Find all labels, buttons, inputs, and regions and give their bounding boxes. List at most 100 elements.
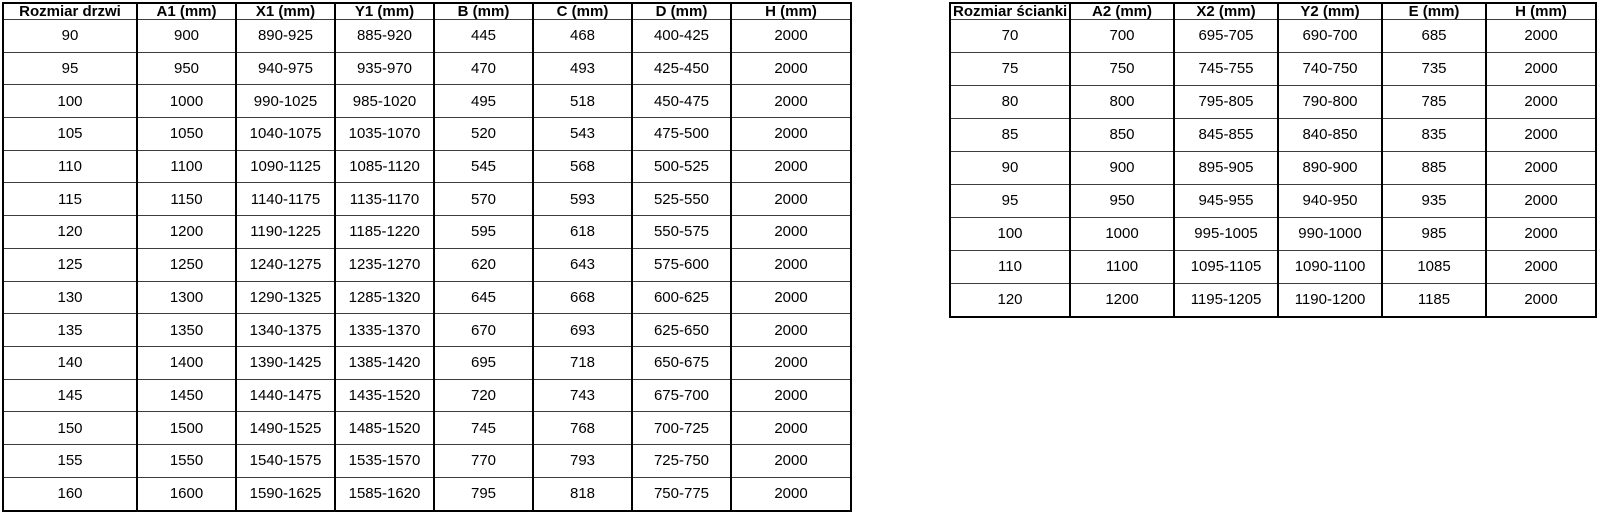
table-row: 110 1100 1090-1125 1085-1120 545 568 500-525 20… [2,149,852,184]
column-header: Rozmiar drzwi [2,2,138,20]
table-cell: 2000 [730,19,852,53]
table-cell: 1285-1320 [334,280,435,315]
table-cell: 2000 [1485,249,1597,284]
table-cell: 800 [1069,84,1175,119]
table-cell: 1185-1220 [334,215,435,249]
table-cell: 2000 [730,280,852,315]
table-cell: 895-905 [1173,150,1279,185]
table-cell: 85 [949,117,1071,152]
column-header: C (mm) [532,2,633,20]
table-cell: 95 [2,51,138,86]
table-cell: 650-675 [631,345,732,380]
table-cell: 850 [1069,117,1175,152]
table-cell: 618 [532,215,633,249]
table-cell: 840-850 [1277,117,1383,152]
table-row: 120 1200 1190-1225 1185-1220 595 618 550-575 20… [2,215,852,249]
table-cell: 75 [949,51,1071,86]
table-cell: 743 [532,378,633,413]
table-row: 100 1000 995-1005 990-1000 985 2000 [949,216,1597,251]
table-cell: 2000 [730,149,852,184]
table-cell: 685 [1381,19,1487,53]
table-cell: 1500 [136,411,237,445]
table-cell: 695 [433,345,534,380]
table-cell: 568 [532,149,633,184]
table-cell: 595 [433,215,534,249]
table-cell: 2000 [730,182,852,217]
table-cell: 2000 [730,117,852,151]
table-cell: 620 [433,247,534,282]
table-cell: 675-700 [631,378,732,413]
table-cell: 500-525 [631,149,732,184]
table-cell: 475-500 [631,117,732,151]
table-cell: 520 [433,117,534,151]
table-cell: 2000 [730,247,852,282]
table-cell: 1000 [1069,216,1175,251]
table-cell: 985 [1381,216,1487,251]
table-cell: 935-970 [334,51,435,86]
table-cell: 2000 [730,215,852,249]
table-cell: 140 [2,345,138,380]
table-cell: 2000 [1485,183,1597,218]
table-row: 105 1050 1040-1075 1035-1070 520 543 475-500 20… [2,117,852,151]
table-cell: 700-725 [631,411,732,445]
table-cell: 1190-1200 [1277,282,1383,318]
table-cell: 2000 [1485,150,1597,185]
table-cell: 100 [949,216,1071,251]
table-cell: 1390-1425 [235,345,336,380]
table-cell: 2000 [730,51,852,86]
table-cell: 2000 [730,378,852,413]
table-cell: 740-750 [1277,51,1383,86]
table-cell: 1300 [136,280,237,315]
table-cell: 645 [433,280,534,315]
table-row: 125 1250 1240-1275 1235-1270 620 643 575-600 20… [2,247,852,282]
table-cell: 2000 [1485,117,1597,152]
table-cell: 2000 [730,476,852,512]
table-row: 160 1600 1590-1625 1585-1620 795 818 750-775 20… [2,476,852,512]
column-header: B (mm) [433,2,534,20]
table-row: 115 1150 1140-1175 1135-1170 570 593 525-550 20… [2,182,852,217]
table-row: 95 950 945-955 940-950 935 2000 [949,183,1597,218]
table-cell: 550-575 [631,215,732,249]
table-cell: 130 [2,280,138,315]
table-cell: 725-750 [631,443,732,478]
column-header: Y1 (mm) [334,2,435,20]
table-cell: 470 [433,51,534,86]
table-cell: 835 [1381,117,1487,152]
table-cell: 1050 [136,117,237,151]
table-cell: 1240-1275 [235,247,336,282]
table-cell: 110 [949,249,1071,284]
table-cell: 445 [433,19,534,53]
table-cell: 890-925 [235,19,336,53]
table-row: 110 1100 1095-1105 1090-1100 1085 2000 [949,249,1597,284]
table-cell: 700 [1069,19,1175,53]
column-header: A1 (mm) [136,2,237,20]
table-cell: 1450 [136,378,237,413]
column-header: Y2 (mm) [1277,2,1383,20]
table-cell: 885 [1381,150,1487,185]
table-cell: 1600 [136,476,237,512]
table-cell: 750-775 [631,476,732,512]
table-cell: 1385-1420 [334,345,435,380]
table-cell: 690-700 [1277,19,1383,53]
table-cell: 425-450 [631,51,732,86]
column-header: X1 (mm) [235,2,336,20]
table-cell: 525-550 [631,182,732,217]
table-cell: 1540-1575 [235,443,336,478]
table-cell: 940-975 [235,51,336,86]
table-cell: 790-800 [1277,84,1383,119]
table-cell: 125 [2,247,138,282]
table-cell: 745-755 [1173,51,1279,86]
table-cell: 1435-1520 [334,378,435,413]
table-cell: 1335-1370 [334,313,435,347]
header-row: Rozmiar drzwi A1 (mm) X1 (mm) Y1 (mm) B (mm)… [2,2,852,20]
wall-size-table: Rozmiar ścianki A2 (mm) X2 (mm) Y2 (mm) E (m… [949,2,1597,318]
table-cell: 940-950 [1277,183,1383,218]
table-cell: 120 [2,215,138,249]
table-cell: 1235-1270 [334,247,435,282]
table-cell: 1490-1525 [235,411,336,445]
table-cell: 1185 [1381,282,1487,318]
header-row: Rozmiar ścianki A2 (mm) X2 (mm) Y2 (mm) E (m… [949,2,1597,20]
table-cell: 785 [1381,84,1487,119]
table-cell: 950 [136,51,237,86]
